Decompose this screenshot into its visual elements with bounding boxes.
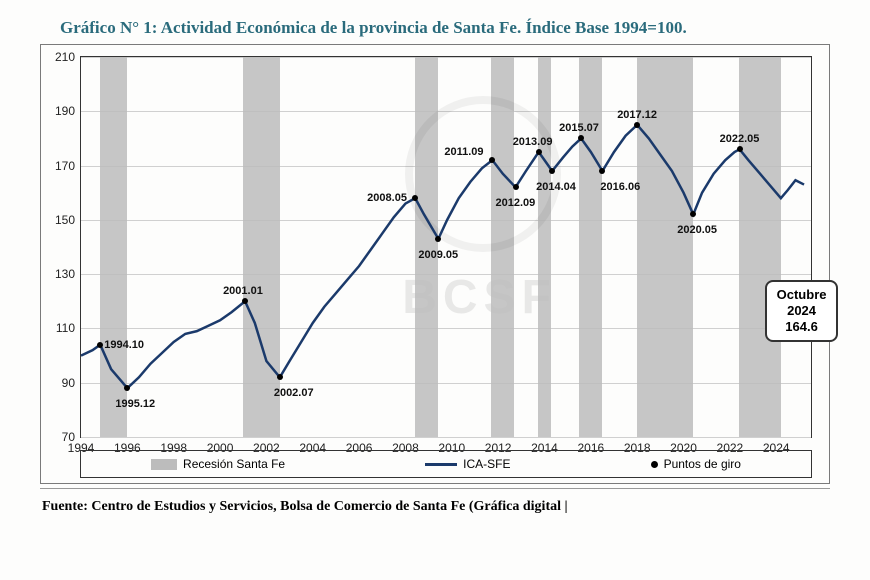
turning-point-label: 2020.05 [677, 224, 717, 236]
turning-point-label: 2002.07 [274, 387, 314, 399]
legend-line: ICA-SFE [425, 457, 510, 471]
plot-area: BCSF 70901101301501701902101994199619982… [80, 56, 812, 438]
turning-point-marker [124, 385, 130, 391]
turning-point-label: 2022.05 [720, 133, 760, 145]
turning-point-label: 2008.05 [367, 192, 407, 204]
turning-point-label: 2012.09 [496, 197, 536, 209]
callout-line1: Octubre 2024 [777, 287, 827, 320]
turning-point-label: 2001.01 [223, 285, 263, 297]
turning-point-label: 2015.07 [559, 122, 599, 134]
turning-point-label: 2017.12 [617, 109, 657, 121]
y-tick: 190 [55, 104, 75, 118]
legend-line-swatch [425, 463, 457, 466]
chart-container: BCSF 70901101301501701902101994199619982… [40, 44, 830, 484]
turning-point-label: 2013.09 [513, 136, 553, 148]
legend-recession-label: Recesión Santa Fe [183, 457, 285, 471]
turning-point-marker [489, 157, 495, 163]
line-series [81, 57, 811, 437]
turning-point-marker [578, 135, 584, 141]
turning-point-marker [513, 184, 519, 190]
legend-points-label: Puntos de giro [664, 457, 741, 471]
y-tick: 130 [55, 267, 75, 281]
turning-point-marker [549, 168, 555, 174]
legend-recession: Recesión Santa Fe [151, 457, 285, 471]
turning-point-label: 2009.05 [418, 249, 458, 261]
turning-point-marker [412, 195, 418, 201]
turning-point-marker [277, 374, 283, 380]
turning-point-marker [242, 298, 248, 304]
legend-point-swatch [651, 461, 658, 468]
y-tick: 110 [56, 321, 75, 335]
turning-point-label: 1995.12 [115, 398, 155, 410]
legend-recession-swatch [151, 459, 177, 470]
turning-point-marker [690, 211, 696, 217]
chart-title: Gráfico N° 1: Actividad Económica de la … [0, 0, 870, 44]
turning-point-marker [97, 342, 103, 348]
callout-box: Octubre 2024164.6 [765, 280, 839, 343]
legend-line-label: ICA-SFE [463, 457, 510, 471]
turning-point-label: 2016.06 [600, 181, 640, 193]
turning-point-label: 2011.09 [444, 146, 483, 158]
turning-point-marker [536, 149, 542, 155]
turning-point-marker [435, 236, 441, 242]
turning-point-marker [634, 122, 640, 128]
legend-points: Puntos de giro [651, 457, 741, 471]
source-text: Fuente: Centro de Estudios y Servicios, … [0, 489, 870, 515]
callout-line2: 164.6 [777, 319, 827, 335]
y-tick: 170 [55, 159, 75, 173]
turning-point-marker [737, 146, 743, 152]
y-tick: 210 [55, 50, 75, 64]
y-tick: 150 [55, 213, 75, 227]
turning-point-marker [599, 168, 605, 174]
legend: Recesión Santa Fe ICA-SFE Puntos de giro [80, 450, 812, 478]
y-tick: 90 [62, 376, 75, 390]
turning-point-label: 2014.04 [536, 181, 576, 193]
turning-point-label: 1994.10 [104, 339, 144, 351]
